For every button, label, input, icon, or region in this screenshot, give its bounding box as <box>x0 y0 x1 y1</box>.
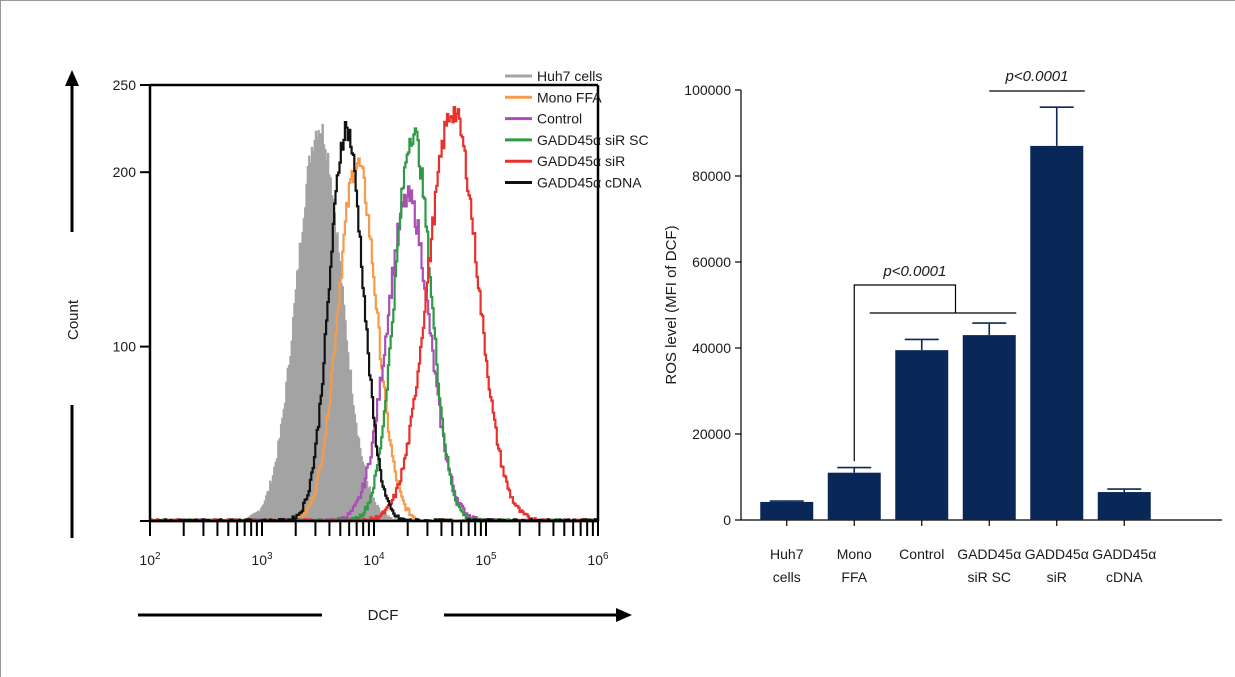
histogram-x-ticks: 102 103 104 105 106 <box>139 521 609 568</box>
bar-y-tick-label-2: 40000 <box>692 340 731 356</box>
histogram-legend: Huh7 cells Mono FFA Control GADD45α siR SC G… <box>505 68 649 191</box>
legend-label-4: GADD45α siR <box>537 153 625 169</box>
bar-y-tick-label-3: 60000 <box>692 254 731 270</box>
bar-x-labels: Huh7 cells Mono FFA Control GADD45α siR SC GADD… <box>770 520 1156 585</box>
bar-y-tick-label-4: 80000 <box>692 168 731 184</box>
bar-1 <box>827 472 881 520</box>
histogram-chart: 250 200 100 102 103 104 105 106 Count DCF Huh7… <box>65 68 649 624</box>
histogram-y-tick-label-1: 200 <box>113 164 137 180</box>
ros-bar-chart: ROS level (MFI of DCF) 0 20000 40000 60000 8… <box>663 68 1222 585</box>
dcf-axis-arrow-head <box>616 608 632 622</box>
bar-4 <box>1030 145 1084 520</box>
bar-x-label-0-0: Huh7 <box>770 546 804 562</box>
bar-y-ticks: 0 20000 40000 60000 80000 100000 <box>684 82 741 528</box>
legend-label-5: GADD45α cDNA <box>537 175 642 191</box>
significance-label-2: p<0.0001 <box>1005 68 1069 85</box>
bar-x-label-4-0: GADD45α <box>1025 546 1089 562</box>
significance-label-1: p<0.0001 <box>882 263 946 280</box>
count-axis-arrow-head <box>65 70 79 86</box>
bar-5 <box>1097 492 1151 520</box>
histogram-series-4 <box>150 106 598 523</box>
histogram-x-tick-label-0: 102 <box>139 551 161 568</box>
histogram-series-2 <box>150 185 599 523</box>
bar-marks <box>760 106 1151 520</box>
bar-x-label-3-1: siR SC <box>967 569 1011 585</box>
legend-label-3: GADD45α siR SC <box>537 132 649 148</box>
bar-x-label-3-0: GADD45α <box>957 546 1021 562</box>
significance-bracket-1 <box>853 284 957 462</box>
bar-x-label-1-1: FFA <box>841 569 867 585</box>
bar-2 <box>895 350 949 520</box>
bar-annotations: p<0.0001 p<0.0001 <box>853 68 1085 462</box>
bar-y-tick-label-1: 20000 <box>692 426 731 442</box>
histogram-y-ticks: 250 200 100 <box>113 77 150 522</box>
legend-label-1: Mono FFA <box>537 89 602 105</box>
bar-x-label-5-1: cDNA <box>1106 569 1143 585</box>
bar-y-label: ROS level (MFI of DCF) <box>663 225 680 384</box>
histogram-y-tick-label-0: 250 <box>113 77 137 93</box>
bar-x-label-5-0: GADD45α <box>1092 546 1156 562</box>
legend-label-2: Control <box>537 111 582 127</box>
bar-x-label-0-1: cells <box>773 569 801 585</box>
histogram-x-tick-label-3: 105 <box>475 551 497 568</box>
histogram-x-tick-label-1: 103 <box>251 551 273 568</box>
bar-y-tick-label-5: 100000 <box>684 82 731 98</box>
bar-3 <box>962 335 1016 520</box>
histogram-x-tick-label-4: 106 <box>587 551 609 568</box>
bar-x-label-2-0: Control <box>899 546 944 562</box>
histogram-series-3 <box>150 127 599 523</box>
histogram-x-tick-label-2: 104 <box>363 551 385 568</box>
bar-0 <box>760 501 814 520</box>
histogram-curves <box>150 106 599 523</box>
bar-x-label-1-0: Mono <box>837 546 872 562</box>
histogram-series-1 <box>150 157 599 523</box>
legend-label-0: Huh7 cells <box>537 68 602 84</box>
histogram-y-tick-label-2: 100 <box>113 339 137 355</box>
histogram-x-label: DCF <box>368 607 399 624</box>
histogram-y-label: Count <box>65 299 82 340</box>
bar-y-tick-label-0: 0 <box>723 512 731 528</box>
bar-x-label-4-1: siR <box>1047 569 1067 585</box>
